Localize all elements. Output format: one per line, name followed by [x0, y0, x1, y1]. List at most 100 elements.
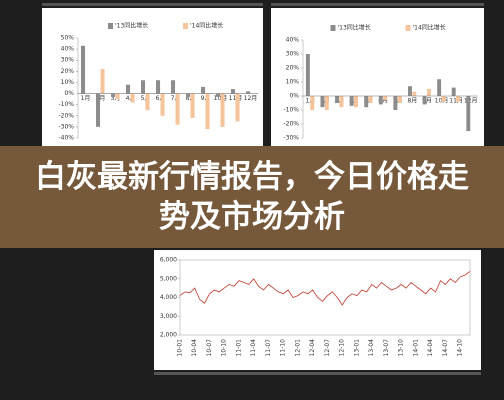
legend-label: '14同比增长 [190, 22, 223, 30]
x-tick-label: 11-04 [250, 339, 257, 357]
bar [141, 80, 146, 94]
y-tick-label: -10% [58, 101, 74, 108]
y-tick-label: 2,000 [160, 332, 177, 339]
y-tick-label: 6,000 [160, 257, 177, 264]
bar [115, 93, 120, 100]
x-tick-label: 10-01 [177, 339, 184, 357]
y-tick-label: 40% [286, 37, 300, 44]
x-tick-label: 10-07 [206, 339, 213, 357]
bar [349, 96, 354, 106]
x-tick-label: 14-10 [457, 339, 464, 357]
x-tick-label: 9月 [422, 98, 432, 105]
bar [205, 93, 210, 130]
y-tick-label: 10% [286, 79, 300, 86]
x-tick-label: 1月 [81, 95, 91, 102]
y-tick-label: -20% [283, 121, 299, 128]
bar [422, 96, 427, 105]
bar [437, 79, 442, 96]
x-tick-label: 11-07 [265, 339, 272, 357]
bar [186, 93, 191, 97]
bar [441, 96, 446, 102]
bar [364, 96, 369, 108]
x-tick-label: 14-07 [442, 339, 449, 357]
x-tick-label: 13-07 [383, 339, 390, 357]
y-tick-label: 30% [61, 57, 75, 64]
x-tick-label: 14-04 [427, 339, 434, 357]
x-tick-label: 10-10 [221, 339, 228, 357]
bar [320, 96, 325, 108]
x-tick-label: 11-01 [235, 339, 242, 357]
y-tick-label: -10% [283, 107, 299, 114]
bar [412, 91, 417, 96]
x-tick-label: 12月 [464, 98, 478, 105]
y-tick-label: 20% [286, 65, 300, 72]
bar [368, 96, 373, 103]
bar [171, 80, 176, 94]
legend-label: '14同比增长 [413, 24, 446, 32]
x-tick-label: 12-07 [324, 339, 331, 357]
panel-edge [154, 372, 481, 375]
panel [42, 8, 263, 146]
x-tick-label: 8月 [407, 98, 417, 105]
panel [154, 250, 481, 370]
y-tick-label: 4,000 [160, 294, 177, 301]
x-tick-label: 14-01 [412, 339, 419, 357]
bar [111, 93, 116, 97]
bar [305, 54, 310, 96]
bar [145, 93, 150, 111]
bar [378, 96, 383, 105]
bar [335, 96, 340, 103]
y-tick-label: -30% [283, 135, 299, 142]
bar [160, 93, 165, 116]
y-tick-label: 0% [64, 90, 74, 97]
x-tick-label: 6月 [378, 98, 388, 105]
x-tick-label: 12-10 [339, 339, 346, 357]
legend-label: '13同比增长 [115, 22, 148, 30]
y-tick-label: 20% [61, 68, 75, 75]
bar [393, 96, 398, 110]
bar [354, 96, 358, 108]
bar [324, 96, 329, 110]
x-tick-label: 13-01 [353, 339, 360, 357]
bar [220, 93, 225, 127]
bar [383, 96, 388, 101]
bar [100, 69, 105, 94]
legend-label: '13同比增长 [338, 24, 371, 32]
bar [126, 84, 131, 94]
bar [246, 91, 251, 94]
bar [130, 93, 135, 103]
y-tick-label: -20% [58, 112, 74, 119]
bar [216, 93, 221, 97]
bar [456, 96, 461, 102]
x-tick-label: 13-04 [368, 339, 375, 357]
y-tick-label: 5,000 [160, 275, 177, 282]
bar [156, 80, 161, 94]
bar [201, 86, 206, 94]
legend-swatch [183, 23, 188, 29]
y-tick-label: 50% [61, 35, 75, 42]
x-tick-label: 10-04 [191, 339, 198, 357]
panel-edge [42, 3, 263, 6]
line [179, 270, 471, 306]
bar [235, 93, 240, 122]
x-tick-label: 12-04 [309, 339, 316, 357]
bar [175, 93, 180, 125]
x-tick-label: 2月 [96, 95, 106, 102]
y-tick-label: 0% [289, 93, 299, 100]
bar [96, 93, 101, 127]
bar [451, 87, 456, 96]
bar [81, 45, 86, 94]
banner-title: 白灰最新行情报告，今日价格走势及市场分析 [35, 159, 469, 235]
x-tick-label: 12月 [244, 95, 258, 102]
y-tick-label: -30% [58, 123, 74, 130]
y-tick-label: 10% [61, 79, 75, 86]
y-tick-label: -40% [58, 135, 74, 142]
bar [426, 89, 431, 96]
x-tick-label: 11-10 [280, 339, 287, 357]
y-tick-label: 30% [286, 51, 300, 58]
bar [231, 89, 236, 94]
bar [190, 93, 195, 118]
legend-swatch [108, 23, 113, 29]
y-tick-label: 3,000 [160, 313, 177, 320]
